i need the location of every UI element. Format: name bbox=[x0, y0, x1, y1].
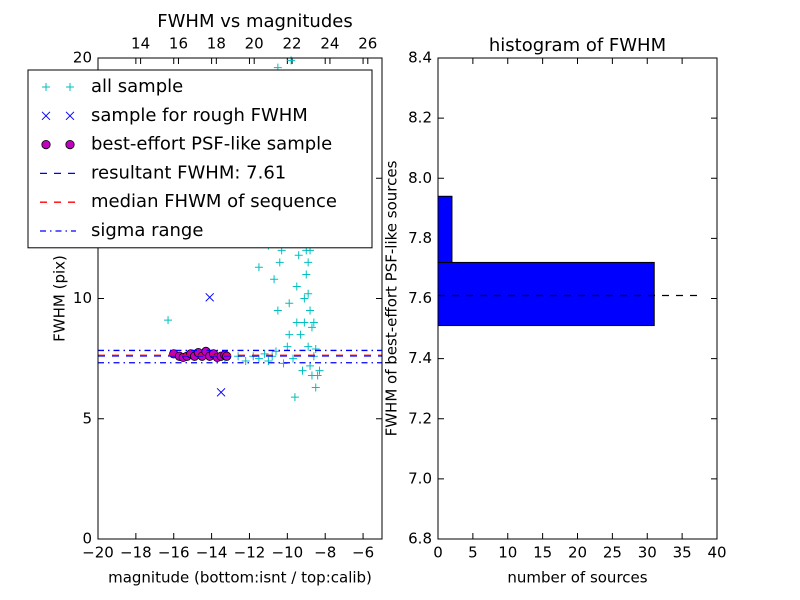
data-point bbox=[292, 318, 301, 327]
data-point bbox=[298, 366, 307, 375]
legend-marker bbox=[42, 83, 50, 91]
data-point bbox=[304, 342, 313, 351]
legend-marker bbox=[41, 140, 51, 150]
x-tick-label: 10 bbox=[498, 544, 517, 562]
data-point bbox=[300, 318, 309, 327]
data-point bbox=[290, 393, 299, 402]
y-tick-label: 7.4 bbox=[408, 349, 432, 367]
legend-label: median FHWM of sequence bbox=[91, 191, 337, 212]
data-point bbox=[216, 387, 226, 397]
data-point bbox=[264, 357, 273, 366]
legend-label: sample for rough FWHM bbox=[91, 105, 308, 126]
data-point bbox=[260, 349, 269, 358]
y-tick-label: 7.2 bbox=[408, 409, 432, 427]
data-point bbox=[311, 345, 320, 354]
x2-tick-label: 22 bbox=[283, 35, 302, 53]
y-tick-label: 8.0 bbox=[408, 169, 432, 187]
x-tick-label: −16 bbox=[158, 544, 190, 562]
data-point bbox=[241, 357, 250, 366]
data-point bbox=[309, 318, 318, 327]
data-point bbox=[302, 270, 311, 279]
data-point bbox=[164, 316, 173, 325]
data-point bbox=[273, 306, 282, 315]
legend-label: all sample bbox=[91, 76, 183, 97]
legend-label: best-effort PSF-like sample bbox=[91, 134, 332, 155]
y-tick-label: 0 bbox=[82, 530, 92, 548]
data-point bbox=[296, 330, 305, 339]
data-point bbox=[289, 354, 298, 363]
x-tick-label: −14 bbox=[196, 544, 228, 562]
x-tick-label: 35 bbox=[673, 544, 692, 562]
x2-tick-label: 16 bbox=[169, 35, 188, 53]
x2-tick-label: 26 bbox=[358, 35, 377, 53]
bar bbox=[437, 195, 453, 263]
data-point bbox=[205, 292, 215, 302]
y-tick-label: 7.0 bbox=[408, 469, 432, 487]
x-tick-label: 30 bbox=[638, 544, 657, 562]
legend-label: resultant FWHM: 7.61 bbox=[91, 162, 286, 183]
data-point bbox=[294, 251, 303, 260]
data-point bbox=[307, 323, 316, 332]
legend-marker bbox=[41, 111, 51, 121]
y-axis-label: FWHM of best-effort PSF-like sources bbox=[383, 160, 401, 436]
data-point bbox=[271, 347, 280, 356]
x2-tick-label: 20 bbox=[245, 35, 264, 53]
y-tick-label: 10 bbox=[73, 289, 92, 307]
legend-label: sigma range bbox=[91, 220, 203, 241]
data-point bbox=[270, 275, 279, 284]
data-point bbox=[300, 294, 309, 303]
data-point bbox=[313, 371, 322, 380]
x-tick-label: 15 bbox=[533, 544, 552, 562]
data-point bbox=[292, 282, 301, 291]
x-axis-label: number of sources bbox=[507, 569, 647, 587]
y-tick-label: 7.8 bbox=[408, 229, 432, 247]
x-tick-label: −18 bbox=[120, 544, 152, 562]
data-point bbox=[275, 258, 284, 267]
x-tick-label: −10 bbox=[272, 544, 304, 562]
bar bbox=[437, 261, 655, 327]
x-tick-label: 5 bbox=[468, 544, 478, 562]
legend-marker bbox=[65, 140, 75, 150]
y-tick-label: 20 bbox=[73, 49, 92, 67]
data-point bbox=[283, 342, 292, 351]
x-tick-label: 25 bbox=[603, 544, 622, 562]
data-point bbox=[304, 258, 313, 267]
data-point bbox=[311, 383, 320, 392]
x-tick-label: 20 bbox=[568, 544, 587, 562]
y-tick-label: 6.8 bbox=[408, 530, 432, 548]
legend-marker bbox=[66, 83, 74, 91]
x-tick-label: 40 bbox=[707, 544, 726, 562]
x2-tick-label: 18 bbox=[207, 35, 226, 53]
x-axis-label: magnitude (bottom:isnt / top:calib) bbox=[108, 569, 372, 587]
x-tick-label: −20 bbox=[82, 544, 114, 562]
y-tick-label: 7.6 bbox=[408, 289, 432, 307]
data-point bbox=[285, 299, 294, 308]
axes-frame bbox=[97, 57, 383, 540]
y-axis-label: FWHM (pix) bbox=[51, 255, 69, 342]
chart-title: FWHM vs magnitudes bbox=[157, 11, 352, 32]
chart-title: histogram of FWHM bbox=[489, 35, 666, 56]
y-tick-label: 5 bbox=[82, 409, 92, 427]
data-point bbox=[279, 359, 288, 368]
data-point bbox=[254, 263, 263, 272]
data-point bbox=[304, 289, 313, 298]
axes-frame bbox=[437, 57, 718, 540]
x2-tick-label: 24 bbox=[320, 35, 339, 53]
x-tick-label: 0 bbox=[433, 544, 443, 562]
y-tick-label: 8.4 bbox=[408, 49, 432, 67]
x-tick-label: −8 bbox=[314, 544, 336, 562]
legend bbox=[27, 69, 373, 249]
x-tick-label: −12 bbox=[234, 544, 266, 562]
data-point bbox=[306, 306, 315, 315]
x-tick-label: −6 bbox=[352, 544, 374, 562]
legend-marker bbox=[65, 111, 75, 121]
data-point bbox=[285, 330, 294, 339]
data-point bbox=[315, 366, 324, 375]
x2-tick-label: 14 bbox=[131, 35, 150, 53]
y-tick-label: 8.2 bbox=[408, 109, 432, 127]
